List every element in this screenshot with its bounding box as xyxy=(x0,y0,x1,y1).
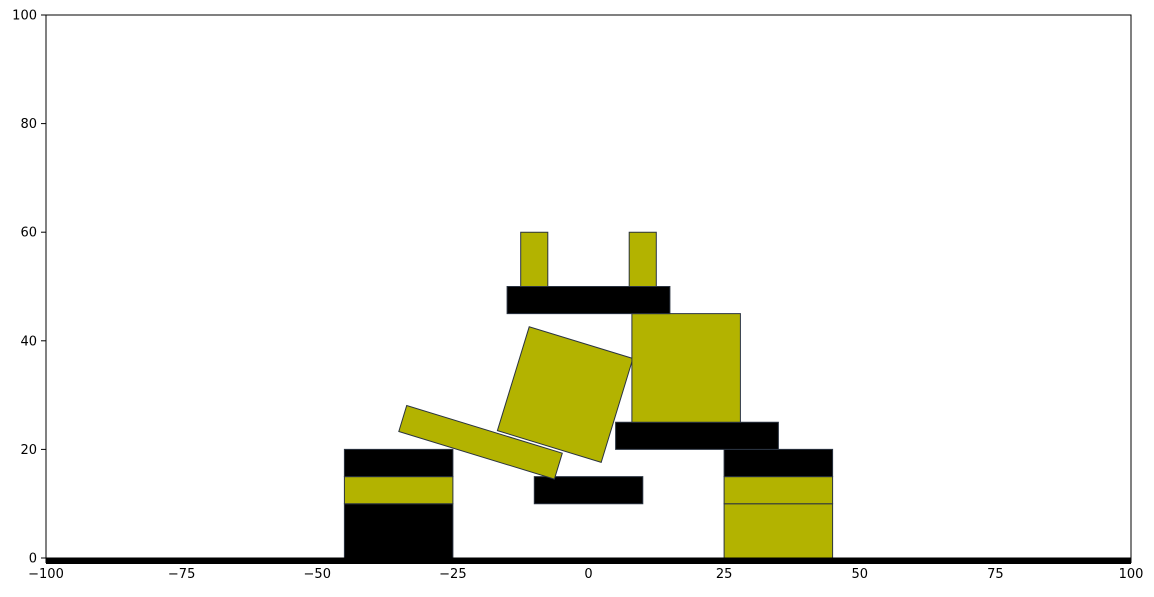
x-tick-label: 75 xyxy=(987,567,1004,582)
blocks-layer xyxy=(343,231,834,559)
block-right-post-olive xyxy=(628,231,657,287)
x-tick-label: −100 xyxy=(28,567,64,582)
block-left-mid-olive xyxy=(343,476,454,505)
y-tick-label: 20 xyxy=(20,443,37,458)
block-left-base-black xyxy=(343,503,454,559)
block-top-beam-black xyxy=(506,286,671,315)
x-axis: −100 −75 −50 −25 0 25 50 75 100 xyxy=(28,558,1143,582)
x-tick-label: 25 xyxy=(716,567,733,582)
block-right-beam-black xyxy=(615,421,779,450)
y-axis: 0 20 40 60 80 100 xyxy=(12,9,46,567)
block-big-square-olive xyxy=(631,313,741,423)
block-center-small-black xyxy=(533,476,644,505)
block-right-top-black xyxy=(723,448,834,478)
block-right-base-olive-upper xyxy=(723,476,834,505)
x-tick-label: 50 xyxy=(851,567,868,582)
block-left-post-olive xyxy=(520,231,549,287)
y-tick-label: 40 xyxy=(20,334,37,349)
block-tilted-plank-olive xyxy=(398,404,563,480)
y-tick-label: 0 xyxy=(29,552,37,567)
x-tick-label: 100 xyxy=(1119,567,1144,582)
y-tick-label: 100 xyxy=(12,9,37,24)
x-tick-label: −75 xyxy=(168,567,195,582)
block-left-top-black xyxy=(343,448,454,478)
block-right-base-olive-lower xyxy=(723,503,834,559)
y-tick-label: 60 xyxy=(20,226,37,241)
x-tick-label: 0 xyxy=(584,567,592,582)
y-tick-label: 80 xyxy=(20,117,37,132)
x-tick-label: −25 xyxy=(439,567,466,582)
x-tick-label: −50 xyxy=(304,567,331,582)
